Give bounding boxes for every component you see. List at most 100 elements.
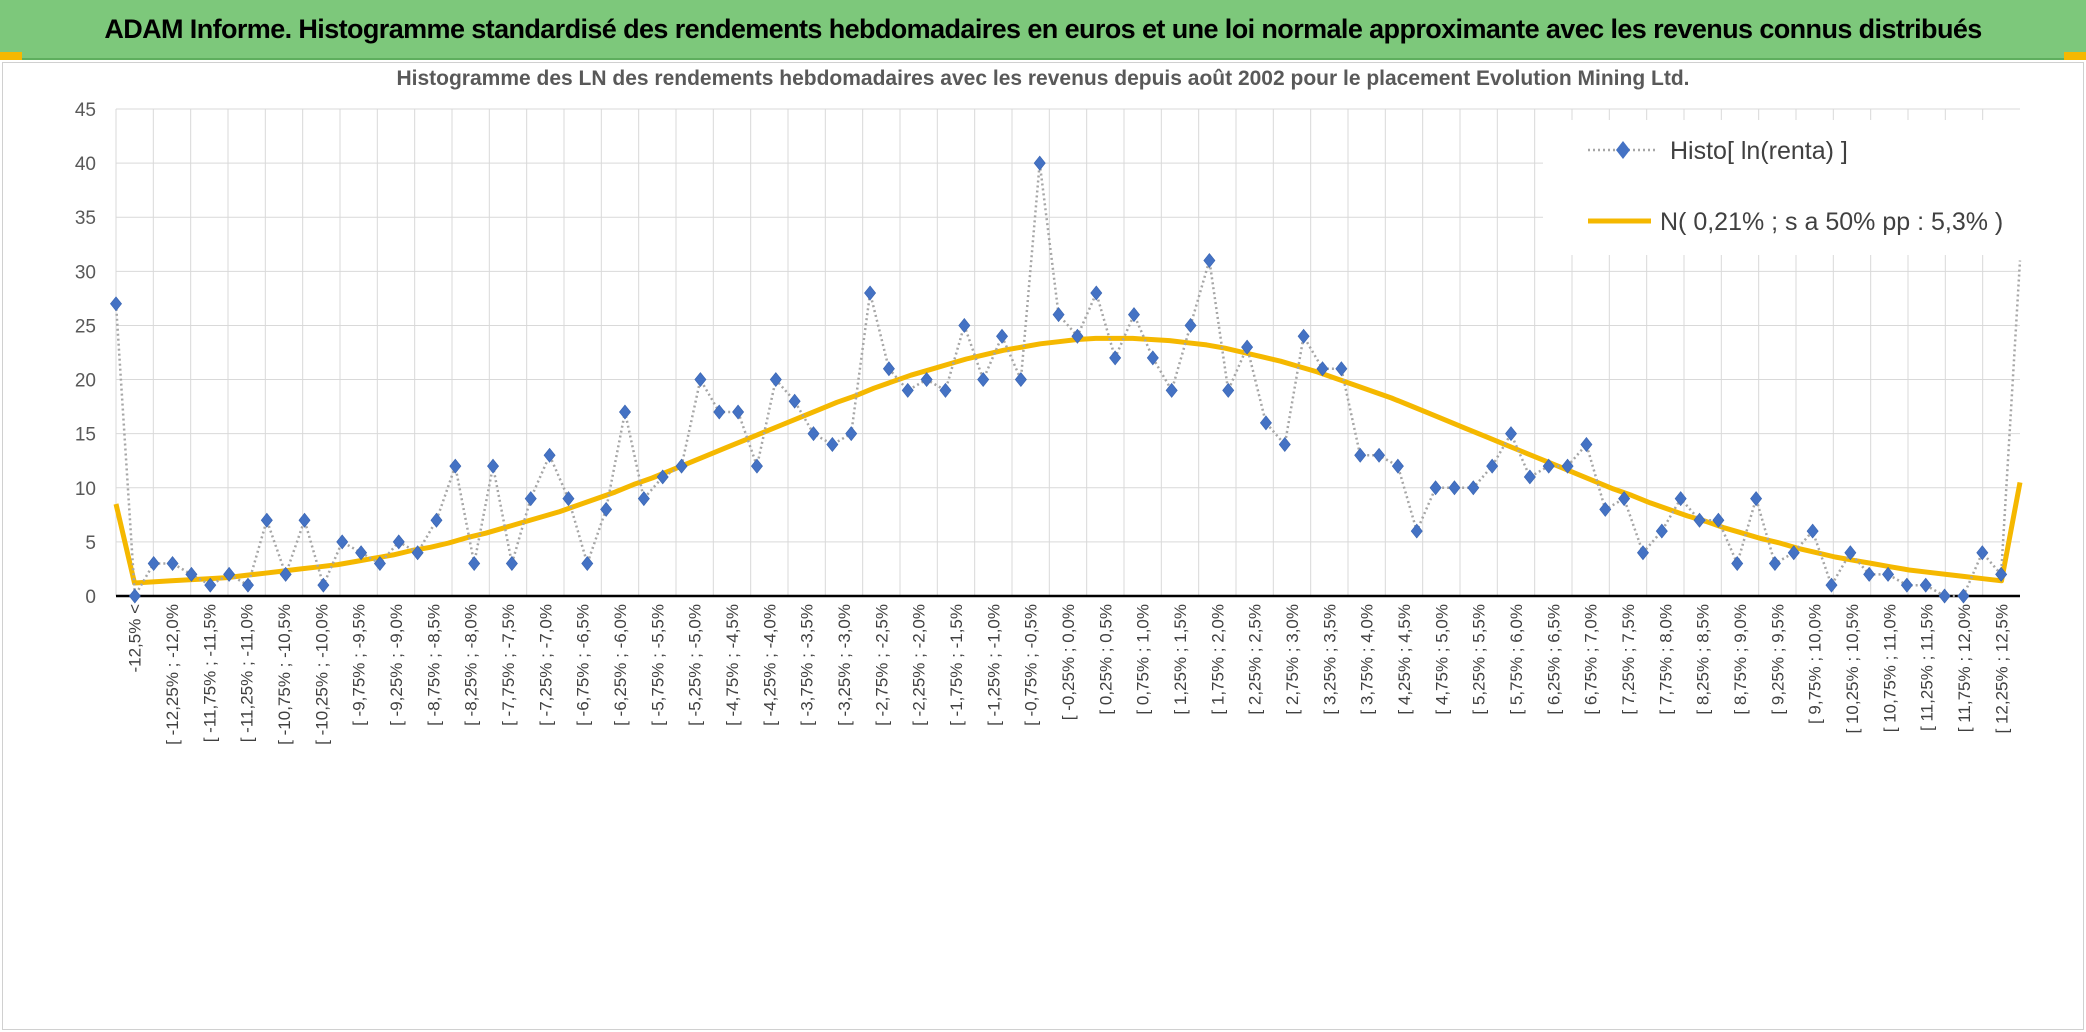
x-tick-label: [ 6,75% ; 7,0% [1582,604,1601,715]
histogram-point [1146,350,1159,366]
x-tick-label: [ 8,75% ; 9,0% [1731,604,1750,715]
histogram-point [487,458,500,474]
x-tick-label: [ 1,75% ; 2,0% [1208,604,1227,715]
histogram-point [1995,566,2008,582]
histogram-point [1731,556,1744,572]
histogram-point [977,372,990,388]
histogram-point [1825,577,1838,593]
x-tick-label: [ 8,25% ; 8,5% [1694,604,1713,715]
report-title: ADAM Informe. Histogramme standardisé de… [104,13,1982,44]
histogram-point [826,437,839,452]
histogram-point [958,317,971,333]
histogram-point [373,556,386,572]
histogram-point [1241,339,1254,355]
histogram-point [1297,328,1310,344]
histogram-point [411,545,424,561]
x-tick-label: [ 2,25% ; 2,5% [1246,604,1265,715]
x-tick-label: [ 4,25% ; 4,5% [1395,604,1414,715]
histogram-point [1165,382,1178,398]
x-tick-label: [ 3,25% ; 3,5% [1320,604,1339,715]
histogram-point [505,556,518,572]
histogram-point [110,296,122,312]
histogram-point [1674,491,1687,507]
histogram-point [1278,437,1291,452]
histogram-point [807,426,820,442]
y-tick-label: 45 [75,100,96,121]
histogram-point [430,512,443,528]
banner-accent-left [0,52,22,60]
x-tick-label: [ 4,75% ; 5,0% [1432,604,1451,715]
histogram-point [1014,372,1027,388]
histogram-point [675,458,688,474]
histogram-point [600,501,613,517]
histogram-point [769,372,782,388]
x-tick-label: [ -10,75% ; -10,5% [275,604,294,745]
y-tick-label: 40 [75,154,96,175]
histogram-point [901,382,914,398]
legend-box [1543,120,2033,255]
histogram-point [1316,361,1329,377]
histogram-point [1919,577,1932,593]
histogram-point [1844,545,1857,561]
x-tick-label: [ -3,75% ; -3,5% [798,604,817,726]
x-tick-label: [ -9,25% ; -9,0% [387,604,406,726]
histogram-point [1882,566,1895,582]
x-tick-label: [ -12,25% ; -12,0% [163,604,182,745]
banner-accent-right [2064,52,2086,60]
histogram-point [1429,480,1442,496]
histogram-point [336,534,349,550]
histogram-point [1222,382,1235,398]
histogram-point [1373,447,1386,463]
histogram-point [939,382,952,398]
chart-area: Histogramme des LN des rendements hebdom… [2,62,2084,1030]
histogram-point [1938,588,1951,604]
y-tick-label: 0 [85,587,96,608]
histogram-point [1599,501,1612,517]
x-tick-label: [ -4,75% ; -4,5% [723,604,742,726]
x-tick-label: [ 11,75% ; 12,0% [1955,604,1974,732]
histogram-point [1203,253,1216,268]
x-tick-label: [ 7,75% ; 8,0% [1656,604,1675,715]
histogram-point [788,393,801,409]
histogram-point [996,328,1009,344]
x-tick-label: [ -5,75% ; -5,5% [648,604,667,726]
x-tick-label: [ 5,25% ; 5,5% [1470,604,1489,715]
y-tick-label: 5 [85,533,96,554]
y-tick-label: 10 [75,479,96,500]
x-tick-label: [ -5,25% ; -5,0% [686,604,705,726]
histogram-point [1636,545,1649,561]
histogram-point [1410,523,1423,539]
x-tick-label: [ 10,25% ; 10,5% [1843,604,1862,733]
x-tick-label: [ -9,75% ; -9,5% [350,604,369,726]
histogram-point [732,404,745,420]
histogram-point [562,491,575,507]
x-tick-label: [ 5,75% ; 6,0% [1507,604,1526,715]
histogram-point [750,458,763,474]
histogram-point [468,556,481,572]
histogram-point [1712,512,1725,528]
histogram-point [1071,328,1084,344]
histogram-point [1391,458,1404,474]
histogram-point [1486,458,1499,474]
histogram-point [524,491,537,507]
x-tick-label: [ 10,75% ; 11,0% [1880,604,1899,732]
histogram-point [1335,361,1348,377]
histogram-point [1768,556,1781,572]
x-tick-label: [ 2,75% ; 3,0% [1283,604,1302,715]
x-tick-label: [ -1,25% ; -1,0% [984,604,1003,726]
histogram-point [1523,469,1536,485]
histogram-point [1561,458,1574,474]
histogram-point [355,545,368,561]
x-tick-label: -12,5% < [126,604,145,673]
histogram-point [1542,458,1555,474]
histogram-point [1052,307,1065,323]
x-tick-label: [ 9,75% ; 10,0% [1806,604,1825,724]
histogram-point [185,566,198,582]
x-tick-label: [ -11,75% ; -11,5% [200,604,219,742]
x-tick-label: [ -10,25% ; -10,0% [312,604,331,745]
histogram-point [1184,317,1197,333]
histogram-point [1655,523,1668,539]
x-tick-label: [ 3,75% ; 4,0% [1358,604,1377,715]
histogram-point [864,285,877,301]
x-tick-label: [ 7,25% ; 7,5% [1619,604,1638,715]
